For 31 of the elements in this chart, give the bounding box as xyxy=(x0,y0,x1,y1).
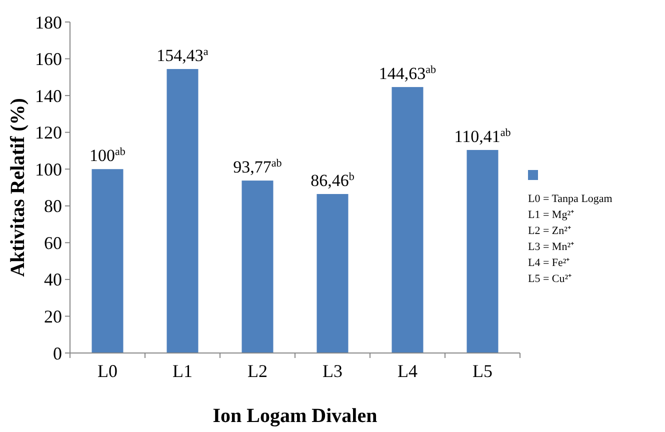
bar xyxy=(92,169,124,353)
data-label: 100$^{ab}$ xyxy=(90,146,126,166)
y-tick-label: 160 xyxy=(35,49,62,70)
data-label: 110,41$^{ab}$ xyxy=(454,126,512,146)
bar xyxy=(242,180,274,353)
data-label: 154,43$^{a}$ xyxy=(156,46,208,66)
y-tick-label: 120 xyxy=(35,122,62,143)
y-axis-title: Aktivitas Relatif (%) xyxy=(7,98,29,277)
x-tick-label: L5 xyxy=(472,361,492,381)
data-label: 93,77$^{ab}$ xyxy=(233,158,282,177)
y-tick-label: 60 xyxy=(44,232,62,253)
bar xyxy=(316,194,348,353)
y-tick-label: 40 xyxy=(44,270,62,290)
x-tick-label: L2 xyxy=(248,361,268,381)
data-label: 144,63$^{ab}$ xyxy=(378,64,437,84)
y-tick-label: 100 xyxy=(35,159,62,180)
y-tick-label: 180 xyxy=(35,12,62,32)
y-tick-label: 0 xyxy=(53,343,62,364)
x-tick-label: L0 xyxy=(98,361,118,381)
y-tick-label: 80 xyxy=(44,196,62,216)
legend-label: L0 = Tanpa Logam L1 = Mg²⁺ L2 = Zn²⁺ L3 = Mn²⁺ L4 = Fe²⁺ L5 = Cu²⁺ xyxy=(528,193,613,285)
x-tick-label: L3 xyxy=(322,361,342,381)
bar xyxy=(166,69,198,353)
y-tick-label: 140 xyxy=(35,86,62,106)
x-tick-label: L4 xyxy=(398,361,418,381)
y-tick-label: 20 xyxy=(44,306,62,327)
bar xyxy=(466,150,498,353)
data-label: 86,46$^{b}$ xyxy=(310,171,355,190)
x-axis-title: Ion Logam Divalen xyxy=(212,405,378,427)
bar xyxy=(392,87,424,353)
x-tick-label: L1 xyxy=(172,361,192,381)
